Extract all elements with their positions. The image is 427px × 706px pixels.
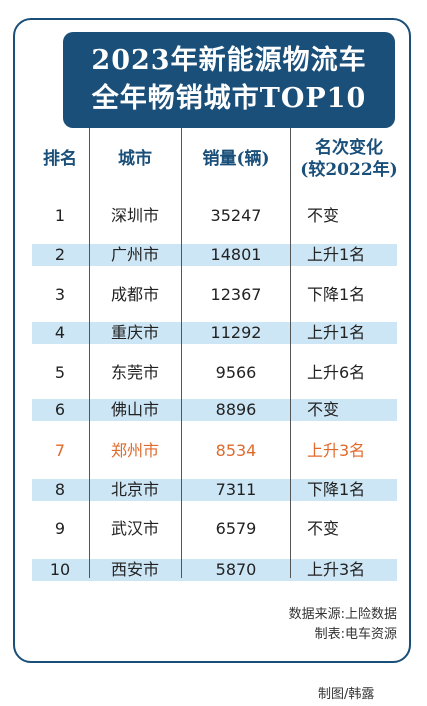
rank-cell: 8 [54,480,66,499]
title-line-2: 全年畅销城市TOP10 [91,83,367,114]
change-cell: 上升1名 [307,245,366,264]
change-cell: 不变 [307,519,340,538]
rank-cell: 6 [54,400,66,419]
table-maker: 制表:电车资源 [314,627,397,642]
header-change-line1: 名次变化 [315,138,383,158]
sales-cell: 35247 [210,206,262,225]
table-row: 6 佛山市 8896 不变 [32,399,397,421]
change-cell: 上升1名 [307,323,366,342]
graphic-credit: 制图/韩露 [318,687,375,702]
city-cell: 成都市 [110,285,159,304]
rank-cell: 9 [54,519,66,538]
city-cell: 重庆市 [110,323,159,342]
change-cell: 下降1名 [307,285,366,304]
city-cell: 西安市 [110,560,159,579]
rank-cell: 3 [54,285,66,304]
header-change: 名次变化 (较2022年) [290,128,408,190]
table-row: 8 北京市 7311 下降1名 [32,479,397,501]
city-cell: 武汉市 [110,519,159,538]
sales-cell: 12367 [210,285,262,304]
title-line-1: 2023年新能源物流车 [91,45,367,76]
header-sales: 销量(辆) [202,149,270,169]
sales-cell: 14801 [210,245,262,264]
sales-cell: 11292 [210,323,262,342]
rank-cell: 7 [54,441,66,460]
change-cell: 不变 [307,400,340,419]
change-cell: 上升6名 [307,363,366,382]
column-divider [89,128,90,578]
rank-cell: 4 [54,323,66,342]
table-row: 9 武汉市 6579 不变 [32,518,397,540]
table-row: 5 东莞市 9566 上升6名 [32,362,397,384]
city-cell: 郑州市 [110,441,159,460]
sales-cell: 9566 [215,363,257,382]
header-rank: 排名 [43,149,77,169]
city-cell: 北京市 [110,480,159,499]
city-cell: 佛山市 [110,400,159,419]
sales-cell: 7311 [215,480,257,499]
sales-cell: 8534 [215,441,257,460]
rank-cell: 2 [54,245,66,264]
sales-cell: 5870 [215,560,257,579]
sales-cell: 6579 [215,519,257,538]
sales-cell: 8896 [215,400,257,419]
table-row: 4 重庆市 11292 上升1名 [32,322,397,344]
city-cell: 东莞市 [110,363,159,382]
change-cell: 上升3名 [307,441,366,460]
column-divider [290,128,291,578]
change-cell: 不变 [307,206,340,225]
rank-cell: 5 [54,363,66,382]
header-city: 城市 [118,149,152,169]
rank-cell: 10 [49,560,71,579]
city-cell: 深圳市 [110,206,159,225]
data-source: 数据来源:上险数据 [288,607,397,622]
rank-cell: 1 [54,206,66,225]
title-banner: 2023年新能源物流车 全年畅销城市TOP10 [63,32,395,128]
table-row: 3 成都市 12367 下降1名 [32,284,397,306]
table-row: 7 郑州市 8534 上升3名 [32,440,397,462]
change-cell: 下降1名 [307,480,366,499]
table-row: 1 深圳市 35247 不变 [32,205,397,227]
table-row: 2 广州市 14801 上升1名 [32,244,397,266]
change-cell: 上升3名 [307,560,366,579]
column-divider [181,128,182,578]
header-change-line2: (较2022年) [300,160,398,180]
table-row: 10 西安市 5870 上升3名 [32,559,397,581]
city-cell: 广州市 [110,245,159,264]
